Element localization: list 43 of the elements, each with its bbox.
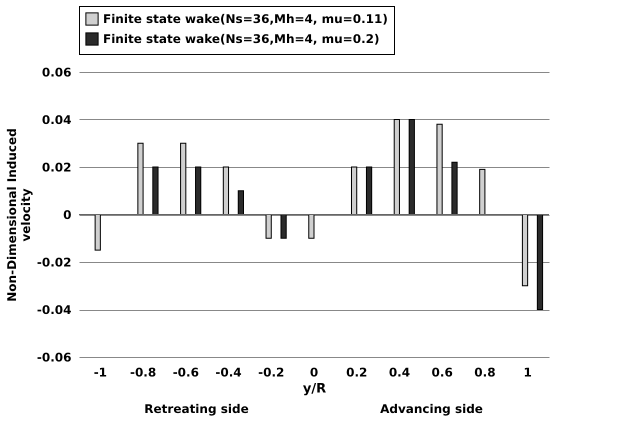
- bar: [266, 214, 272, 239]
- x-tick-label: -0.4: [215, 366, 242, 380]
- bar: [522, 214, 528, 286]
- bar: [238, 190, 244, 215]
- bar: [350, 166, 358, 215]
- bar: [152, 166, 159, 215]
- x-tick-label: 0.2: [346, 366, 368, 380]
- bar: [451, 162, 458, 215]
- x-axis-title: y/R: [302, 382, 326, 396]
- y-tick-label: 0.02: [42, 160, 72, 174]
- bar: [366, 166, 372, 215]
- x-tick-label: 0: [310, 366, 318, 380]
- x-tick-label: 0.4: [388, 366, 410, 380]
- bar: [222, 166, 230, 215]
- x-tick-label: -0.2: [258, 366, 284, 380]
- text: Advancing side: [380, 402, 483, 416]
- bar: [137, 142, 144, 215]
- y-tick-label: -0.02: [36, 256, 72, 270]
- x-tick-label: 1: [523, 366, 532, 380]
- bar: [479, 168, 486, 215]
- bar: [536, 214, 544, 310]
- text: Retreating side: [144, 402, 249, 416]
- legend-label: Finite state wake(Ns=36,Mh=4, mu=0.11): [103, 12, 388, 26]
- y-tick-label: 0: [63, 208, 72, 222]
- bar: [195, 166, 202, 215]
- bar: [436, 124, 443, 215]
- bar: [394, 119, 400, 215]
- bar: [94, 214, 101, 251]
- y-tick-label: -0.04: [36, 303, 72, 317]
- bar: [408, 119, 415, 215]
- y-tick-label: -0.06: [36, 350, 72, 364]
- x-tick-label: -0.6: [172, 366, 199, 380]
- bar: [280, 214, 287, 239]
- x-tick-label: 0.6: [432, 366, 453, 380]
- x-tick-label: -0.8: [130, 366, 156, 380]
- legend-label: Finite state wake(Ns=36,Mh=4, mu=0.2): [103, 32, 380, 46]
- bar: [308, 214, 314, 239]
- x-tick-label: 0.8: [474, 366, 496, 380]
- x-tick-label: -1: [94, 366, 108, 380]
- bar: [180, 142, 186, 215]
- y-tick-label: 0.04: [42, 113, 72, 127]
- y-axis-title: Non-Dimensional Induced velocity: [4, 128, 33, 302]
- y-tick-label: 0.06: [42, 66, 72, 80]
